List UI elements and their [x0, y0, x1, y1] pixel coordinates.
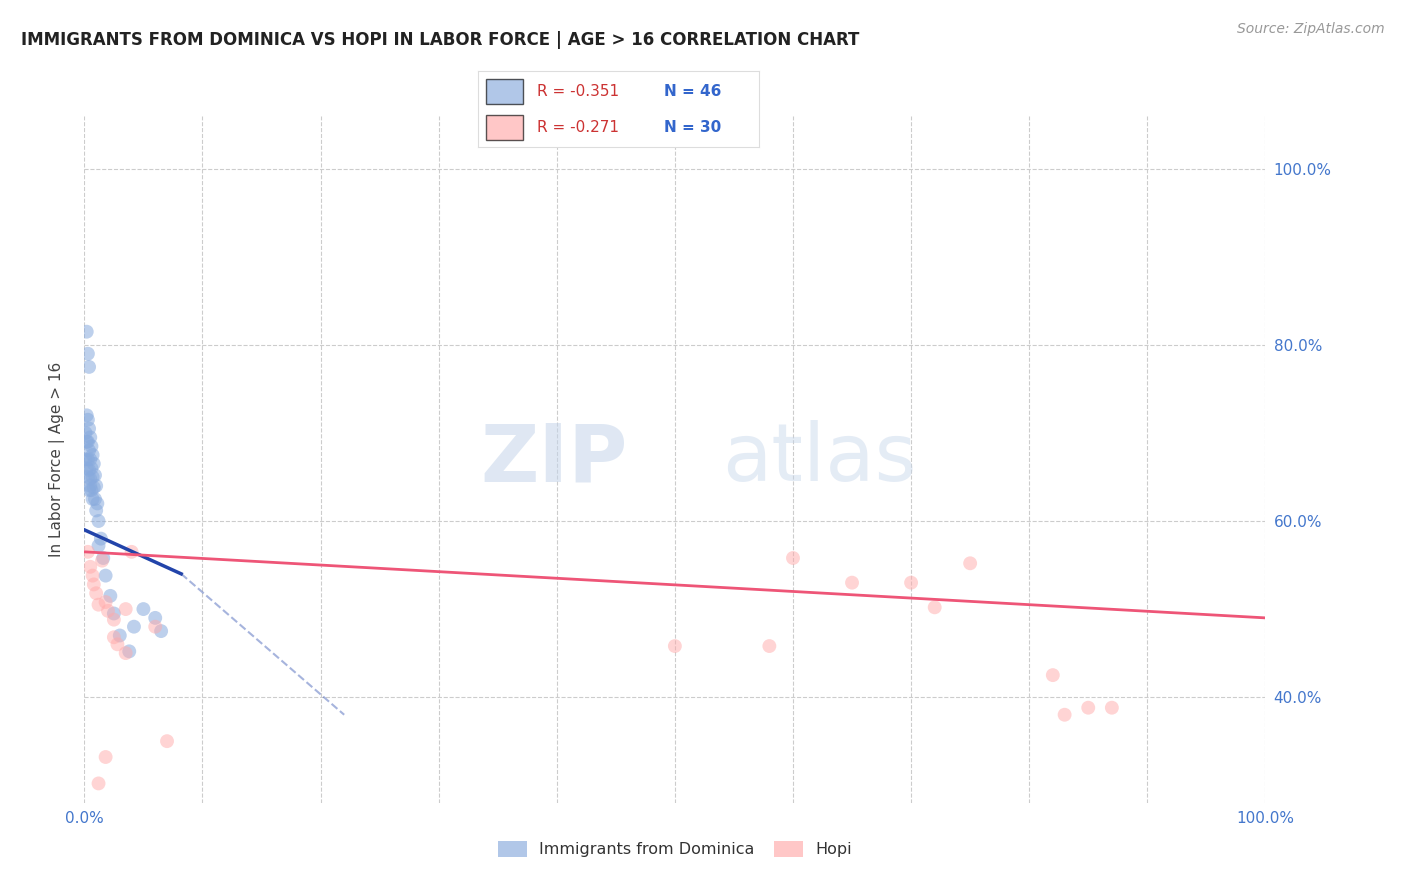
Point — [97, 604, 120, 618]
Point — [122, 620, 145, 634]
Point — [90, 532, 112, 546]
Point — [156, 734, 179, 748]
Point — [79, 430, 101, 444]
Point — [94, 750, 117, 764]
Point — [83, 481, 105, 495]
Point — [75, 425, 97, 440]
Point — [1101, 700, 1123, 714]
Point — [76, 409, 98, 423]
Y-axis label: In Labor Force | Age > 16: In Labor Force | Age > 16 — [49, 362, 65, 557]
Point — [114, 646, 136, 660]
Point — [84, 479, 107, 493]
FancyBboxPatch shape — [486, 79, 523, 104]
Text: IMMIGRANTS FROM DOMINICA VS HOPI IN LABOR FORCE | AGE > 16 CORRELATION CHART: IMMIGRANTS FROM DOMINICA VS HOPI IN LABO… — [21, 31, 859, 49]
Point — [103, 630, 125, 644]
Point — [1077, 700, 1099, 714]
Point — [98, 589, 121, 603]
Point — [75, 452, 97, 467]
Point — [1042, 668, 1064, 682]
Point — [118, 644, 141, 658]
Point — [83, 457, 105, 471]
Point — [76, 434, 98, 449]
Point — [80, 439, 103, 453]
Point — [1053, 707, 1076, 722]
Point — [91, 554, 114, 568]
Point — [77, 443, 100, 458]
Point — [82, 491, 104, 506]
Point — [77, 470, 100, 484]
Point — [94, 595, 117, 609]
Legend: Immigrants from Dominica, Hopi: Immigrants from Dominica, Hopi — [491, 834, 859, 863]
Point — [80, 461, 103, 475]
Text: R = -0.351: R = -0.351 — [537, 84, 619, 99]
Point — [77, 452, 100, 467]
Point — [84, 503, 107, 517]
Point — [79, 479, 101, 493]
Point — [664, 639, 686, 653]
Point — [758, 639, 780, 653]
Point — [782, 551, 804, 566]
Point — [82, 568, 104, 582]
Text: atlas: atlas — [723, 420, 917, 499]
Point — [82, 470, 104, 484]
Point — [87, 776, 110, 790]
Point — [77, 545, 100, 559]
Point — [959, 556, 981, 570]
Point — [82, 448, 104, 462]
Point — [79, 472, 101, 486]
Point — [103, 613, 125, 627]
Point — [77, 421, 100, 435]
Point — [121, 545, 143, 559]
Point — [103, 607, 125, 621]
Point — [84, 586, 107, 600]
Point — [77, 413, 100, 427]
Point — [900, 575, 922, 590]
Point — [114, 602, 136, 616]
Point — [924, 600, 946, 615]
Point — [94, 568, 117, 582]
Point — [841, 575, 863, 590]
Point — [76, 461, 98, 475]
Point — [77, 463, 100, 477]
Point — [87, 514, 110, 528]
Point — [150, 624, 173, 639]
Point — [143, 611, 166, 625]
Text: R = -0.271: R = -0.271 — [537, 120, 619, 135]
Point — [79, 452, 101, 467]
Point — [84, 468, 107, 483]
Text: Source: ZipAtlas.com: Source: ZipAtlas.com — [1237, 22, 1385, 37]
Point — [84, 491, 107, 506]
Point — [79, 559, 101, 574]
Point — [143, 620, 166, 634]
Point — [87, 539, 110, 553]
Point — [76, 325, 98, 339]
Point — [107, 637, 129, 651]
Point — [80, 483, 103, 498]
Point — [87, 598, 110, 612]
FancyBboxPatch shape — [486, 114, 523, 140]
Text: N = 46: N = 46 — [664, 84, 721, 99]
Text: ZIP: ZIP — [481, 420, 627, 499]
Point — [83, 577, 105, 591]
Point — [108, 628, 131, 642]
Text: N = 30: N = 30 — [664, 120, 721, 135]
Point — [77, 347, 100, 361]
Point — [86, 496, 108, 510]
Point — [77, 359, 100, 374]
Point — [91, 551, 114, 566]
Point — [77, 483, 100, 498]
Point — [77, 434, 100, 449]
Point — [132, 602, 155, 616]
